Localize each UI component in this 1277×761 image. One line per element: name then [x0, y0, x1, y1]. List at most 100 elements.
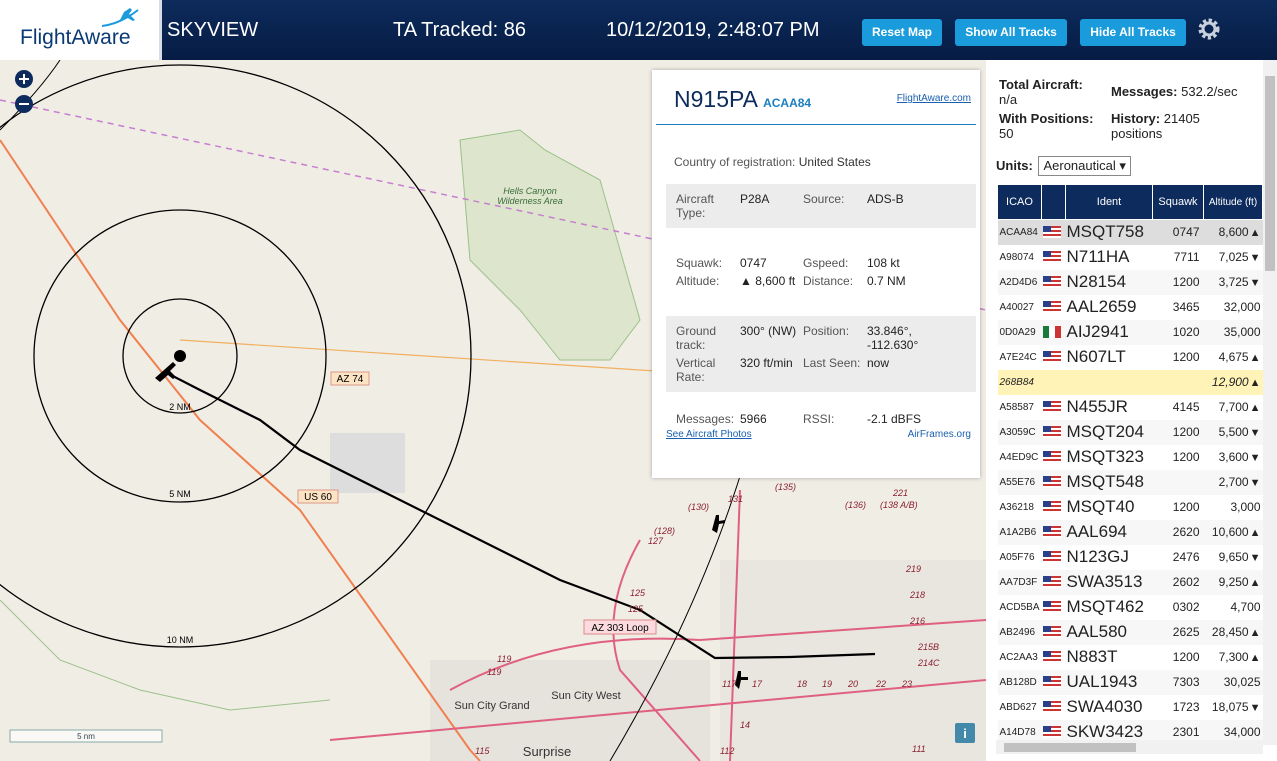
ident-cell: N883T — [1066, 647, 1118, 666]
ident-cell: UAL1943 — [1066, 672, 1138, 691]
flag-cell — [1042, 570, 1066, 595]
place-label: Sun City West — [551, 690, 621, 702]
flag-us — [1042, 276, 1061, 288]
altitude-value: 3,725 — [1218, 275, 1249, 289]
aircraft-row[interactable]: A05F76 N123GJ 2476 9,650▼ — [997, 544, 1263, 570]
aircraft-table: ICAO Ident Squawk Altitude (ft) ACAA84 MSQT75… — [997, 184, 1263, 745]
place-label: Hells Canyon Wilderness Area — [497, 186, 563, 206]
ring-label: 10 NM — [167, 635, 194, 645]
route-label: 18 — [797, 679, 807, 689]
squawk-cell: 1020 — [1172, 325, 1200, 339]
table-header: ICAO Ident Squawk Altitude (ft) — [997, 184, 1263, 220]
flag-us — [1042, 501, 1061, 513]
info-value: 33.846°, -112.630° — [867, 324, 919, 352]
logo[interactable]: FlightAware — [0, 0, 162, 60]
info-value: 0747 — [740, 256, 767, 270]
airframes-link[interactable]: AirFrames.org — [907, 429, 971, 440]
scrollbar-v[interactable] — [1263, 60, 1277, 745]
altitude-cell: 9,250▲ — [1204, 570, 1263, 595]
altitude-value: 7,300 — [1218, 650, 1249, 664]
flightaware-link[interactable]: FlightAware.com — [896, 93, 971, 104]
stat-value: 50 — [999, 126, 1014, 141]
flag-cell — [1042, 595, 1066, 620]
route-label: 23 — [901, 679, 912, 689]
aircraft-row[interactable]: AB2496 AAL580 2625 28,450▲ — [997, 619, 1263, 645]
aircraft-row[interactable]: A40027 AAL2659 3465 32,000 — [997, 294, 1263, 320]
route-label: 17 — [752, 679, 763, 689]
column-header: ICAO — [997, 184, 1042, 220]
aircraft-row[interactable]: AC2AA3 N883T 1200 7,300▲ — [997, 644, 1263, 670]
aircraft-row[interactable]: A3059C MSQT204 1200 5,500▼ — [997, 419, 1263, 445]
altitude-value: 35,000 — [1223, 325, 1261, 339]
squawk-cell: 3465 — [1172, 300, 1200, 314]
altitude-value: 3,000 — [1230, 500, 1261, 514]
altitude-trend: ▲ — [1249, 527, 1261, 539]
info-value: 108 kt — [867, 256, 900, 270]
aircraft-row[interactable]: AA7D3F SWA3513 2602 9,250▲ — [997, 569, 1263, 595]
flag-canton — [1042, 276, 1051, 282]
units-select[interactable]: Aeronautical ▾ — [1038, 156, 1131, 176]
flag-cell — [1042, 620, 1066, 645]
info-button[interactable] — [955, 723, 975, 743]
hide-tracks-button[interactable]: Hide All Tracks — [1080, 19, 1186, 46]
scrollbar-h[interactable] — [996, 740, 1263, 754]
map-canvas: 2 NM 5 NM 10 NM AZ 74 US 60 AZ 303 Loop … — [0, 60, 986, 761]
aircraft-row[interactable]: A36218 MSQT40 1200 3,000 — [997, 494, 1263, 520]
show-tracks-button[interactable]: Show All Tracks — [955, 19, 1067, 46]
altitude-value: 5,500 — [1218, 425, 1249, 439]
ring-label: 2 NM — [169, 402, 191, 412]
aircraft-row[interactable]: A7E24C N607LT 1200 4,675▲ — [997, 344, 1263, 370]
scroll-thumb[interactable] — [1265, 76, 1275, 271]
squawk-cell — [1153, 470, 1204, 495]
aircraft-row[interactable]: A2D4D6 N28154 1200 3,725▼ — [997, 269, 1263, 295]
aircraft-row[interactable]: ACAA84 MSQT758 0747 8,600▲ — [997, 219, 1263, 245]
flag-canton — [1042, 476, 1051, 482]
aircraft-row[interactable]: ACD5BA MSQT462 0302 4,700 — [997, 594, 1263, 620]
aircraft-row[interactable]: A98074 N711HA 7711 7,025▼ — [997, 244, 1263, 270]
scroll-thumb[interactable] — [1004, 743, 1136, 752]
aircraft-row[interactable]: A1A2B6 AAL694 2620 10,600▲ — [997, 519, 1263, 545]
aircraft-row[interactable]: A58587 N455JR 4145 7,700▲ — [997, 394, 1263, 420]
altitude-cell: 3,600▼ — [1204, 445, 1263, 470]
road-label: US 60 — [304, 492, 332, 503]
route-labels: 131 (135) (130) (136) (138 A/B) 221 (128)127 12… — [475, 482, 940, 756]
tracked-count: TA Tracked: 86 — [393, 19, 527, 41]
aircraft-row[interactable]: 0D0A29 AIJ2941 1020 35,000 — [997, 319, 1263, 345]
aircraft-row[interactable]: ABD627 SWA4030 1723 18,075▼ — [997, 694, 1263, 720]
ring-labels: 2 NM 5 NM 10 NM — [167, 402, 194, 645]
squawk-cell: 2620 — [1172, 525, 1200, 539]
aircraft-row[interactable]: A4ED9C MSQT323 1200 3,600▼ — [997, 444, 1263, 470]
flag-cell — [1042, 520, 1066, 545]
column-header: Altitude (ft) — [1203, 184, 1263, 220]
highway — [449, 489, 986, 761]
route-label: 19 — [822, 679, 832, 689]
aircraft-row[interactable]: 268B84 12,900▲ — [997, 369, 1263, 395]
aircraft-row[interactable]: A55E76 MSQT548 2,700▼ — [997, 469, 1263, 495]
route-label: 131 — [728, 494, 743, 504]
altitude-value: 4,700 — [1230, 600, 1261, 614]
app-name: SKYVIEW — [167, 19, 259, 41]
flag-us — [1042, 526, 1061, 538]
altitude-cell: 7,700▲ — [1204, 395, 1263, 420]
altitude-cell: 7,025▼ — [1204, 245, 1263, 270]
icao-cell: A1A2B6 — [999, 526, 1037, 538]
info-label: Altitude: — [676, 274, 720, 288]
country: Country of registration: United States — [674, 155, 871, 169]
route-label: 218 — [909, 590, 925, 600]
flag-cell — [1042, 320, 1066, 345]
header: FlightAware SKYVIEW TA Tracked: 86 10/12… — [0, 0, 1277, 60]
route-label: 215B — [917, 642, 939, 652]
photos-link[interactable]: See Aircraft Photos — [666, 429, 752, 440]
highway — [329, 679, 986, 741]
squawk-cell: 7711 — [1173, 250, 1200, 264]
sidebar: Total Aircraft: n/a Messages: 532.2/sec W… — [986, 60, 1277, 761]
reset-map-button[interactable]: Reset Map — [862, 19, 942, 46]
ident-cell: AIJ2941 — [1066, 322, 1129, 341]
settings-icon[interactable] — [1197, 17, 1221, 41]
altitude-value: 18,075 — [1211, 700, 1249, 714]
squawk-cell: 0747 — [1172, 225, 1200, 240]
aircraft-row[interactable]: AB128D UAL1943 7303 30,025 — [997, 669, 1263, 695]
altitude-trend: ▲ — [1249, 577, 1261, 589]
altitude-trend: ▼ — [1249, 252, 1261, 264]
zoom-controls[interactable] — [15, 70, 33, 113]
